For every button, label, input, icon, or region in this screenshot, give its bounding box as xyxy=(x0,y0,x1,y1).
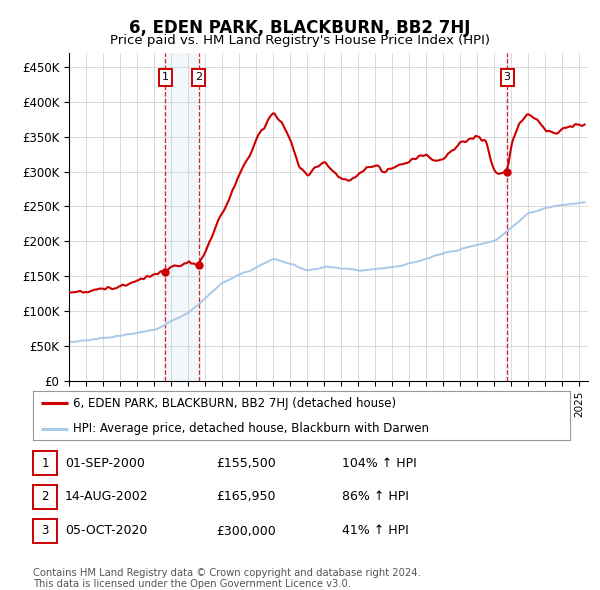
Text: 01-SEP-2000: 01-SEP-2000 xyxy=(65,457,145,470)
Bar xyxy=(505,53,509,381)
Text: 104% ↑ HPI: 104% ↑ HPI xyxy=(342,457,417,470)
Text: Price paid vs. HM Land Registry's House Price Index (HPI): Price paid vs. HM Land Registry's House … xyxy=(110,34,490,47)
Text: £300,000: £300,000 xyxy=(216,525,276,537)
Text: 1: 1 xyxy=(41,457,49,470)
Text: 6, EDEN PARK, BLACKBURN, BB2 7HJ: 6, EDEN PARK, BLACKBURN, BB2 7HJ xyxy=(130,19,470,38)
Text: £155,500: £155,500 xyxy=(216,457,276,470)
Text: 2: 2 xyxy=(41,490,49,503)
Text: 86% ↑ HPI: 86% ↑ HPI xyxy=(342,490,409,503)
Text: HPI: Average price, detached house, Blackburn with Darwen: HPI: Average price, detached house, Blac… xyxy=(73,422,429,435)
Text: 6, EDEN PARK, BLACKBURN, BB2 7HJ (detached house): 6, EDEN PARK, BLACKBURN, BB2 7HJ (detach… xyxy=(73,396,397,410)
Text: 14-AUG-2002: 14-AUG-2002 xyxy=(65,490,148,503)
Text: Contains HM Land Registry data © Crown copyright and database right 2024.
This d: Contains HM Land Registry data © Crown c… xyxy=(33,568,421,589)
Text: 3: 3 xyxy=(41,525,49,537)
Text: 1: 1 xyxy=(162,73,169,83)
Text: £165,950: £165,950 xyxy=(216,490,275,503)
Bar xyxy=(163,53,201,381)
Text: 41% ↑ HPI: 41% ↑ HPI xyxy=(342,525,409,537)
Text: 2: 2 xyxy=(195,73,202,83)
Text: 3: 3 xyxy=(503,73,511,83)
Text: 05-OCT-2020: 05-OCT-2020 xyxy=(65,525,147,537)
